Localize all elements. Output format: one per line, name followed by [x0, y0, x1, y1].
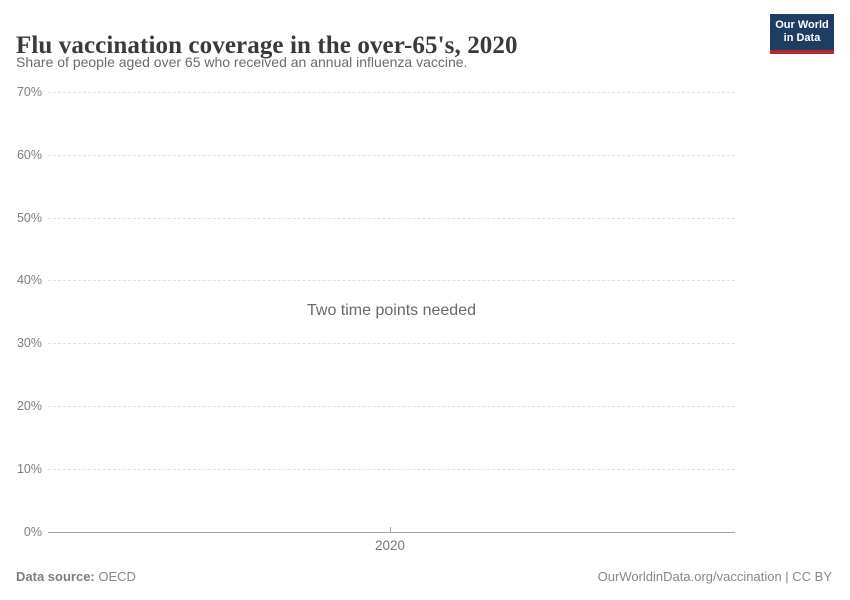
gridline	[48, 155, 735, 156]
y-axis-tick-label: 20%	[16, 399, 42, 413]
footer-datasource: Data source: OECD	[16, 569, 136, 584]
owid-logo[interactable]: Our World in Data	[770, 14, 834, 54]
datasource-value: OECD	[98, 569, 136, 584]
attribution-link[interactable]: OurWorldinData.org/vaccination | CC BY	[597, 569, 832, 584]
empty-chart-message: Two time points needed	[307, 302, 476, 319]
y-axis-tick-label: 60%	[16, 148, 42, 162]
y-axis-tick-label: 30%	[16, 336, 42, 350]
y-axis-tick-label: 10%	[16, 462, 42, 476]
y-axis-tick-label: 70%	[16, 85, 42, 99]
gridline	[48, 406, 735, 407]
x-axis-tick	[390, 527, 391, 532]
x-axis-tick-label: 2020	[374, 538, 406, 553]
y-axis-tick-label: 40%	[16, 273, 42, 287]
chart-title: Flu vaccination coverage in the over-65'…	[16, 31, 518, 59]
gridline	[48, 469, 735, 470]
gridline	[48, 280, 735, 281]
gridline	[48, 92, 735, 93]
y-axis-tick-label: 50%	[16, 211, 42, 225]
owid-logo-line1: Our World	[775, 19, 829, 31]
owid-logo-line2: in Data	[783, 32, 821, 44]
y-axis-tick-label: 0%	[23, 525, 42, 539]
gridline	[48, 343, 735, 344]
chart-subtitle: Share of people aged over 65 who receive…	[16, 54, 468, 70]
x-axis-line	[48, 532, 735, 533]
datasource-label: Data source:	[16, 569, 95, 584]
footer-attribution: OurWorldinData.org/vaccination | CC BY	[598, 569, 832, 584]
gridline	[48, 218, 735, 219]
